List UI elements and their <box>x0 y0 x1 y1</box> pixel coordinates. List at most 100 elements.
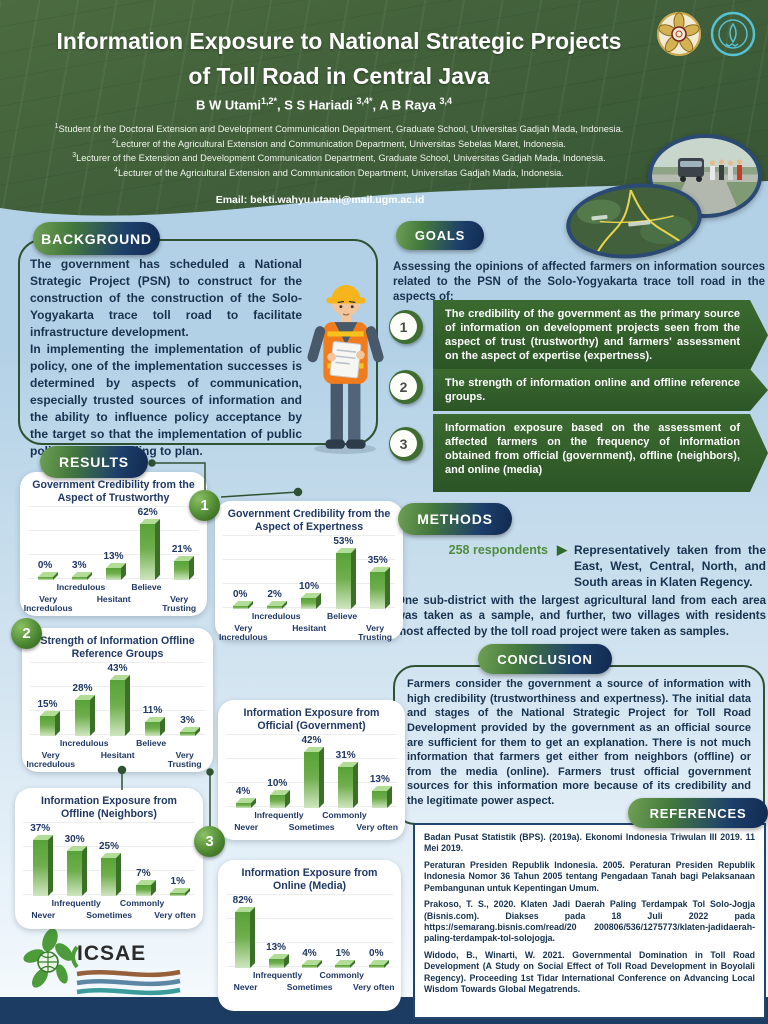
bar-value-label: 30% <box>64 834 85 846</box>
section-label-conclusion: CONCLUSION <box>478 644 612 674</box>
chart-title: Strength of Information Offline Referenc… <box>40 635 195 660</box>
goals-intro: Assessing the opinions of affected farme… <box>393 261 765 303</box>
category-labels: Never Infrequently Sometimes Commonly Very o… <box>222 970 397 1002</box>
bar-value-label: 25% <box>98 841 119 853</box>
category-label: Very often <box>154 910 196 921</box>
author-name: A B Raya <box>379 97 440 113</box>
bar-value-label: 10% <box>298 581 319 593</box>
bar <box>303 752 319 809</box>
category-label: Very Incredulous <box>26 750 76 770</box>
goal-number-1: 1 <box>389 310 423 344</box>
conclusion-text: Farmers consider the government a source… <box>393 665 765 825</box>
bar-value-label: 10% <box>267 778 288 790</box>
author-name: B W Utami <box>196 97 261 113</box>
bar <box>75 700 90 737</box>
category-label: Sometimes <box>288 822 335 833</box>
bar-value-label: 0% <box>369 948 384 960</box>
section-label-methods: METHODS <box>398 503 512 535</box>
background-paragraph-2: In implementing the implementation of pu… <box>30 342 302 459</box>
icsae-logo: ICSAE <box>20 926 195 1004</box>
category-label: Hesitant <box>96 594 131 605</box>
bar-value-label: 31% <box>335 750 356 762</box>
reference-item: Badan Pusat Statistik (BPS). (2019a). Ek… <box>424 832 755 854</box>
category-label: Sometimes <box>286 982 333 993</box>
category-label: Very Incredulous <box>218 623 268 643</box>
methods-paragraph: One sub-district with the largest agricu… <box>396 594 766 639</box>
category-label: Infrequently <box>254 810 304 821</box>
bar <box>32 840 48 897</box>
title-line-2: of Toll Road in Central Java <box>188 62 490 89</box>
result-badge-1: 1 <box>189 490 220 521</box>
poster-title: Information Exposure to National Strateg… <box>0 24 678 93</box>
bar <box>370 572 386 610</box>
bar <box>101 858 117 897</box>
chart-online-media: Information Exposure from Online (Media)… <box>218 860 401 1011</box>
bar <box>71 577 87 581</box>
bar-value-label: 13% <box>103 551 124 563</box>
category-label: Commonly <box>119 898 165 909</box>
bar-value-label: 42% <box>301 735 322 747</box>
chart-official-government: Information Exposure from Official (Gove… <box>218 700 405 840</box>
bar <box>170 893 186 897</box>
bar <box>40 716 55 737</box>
category-label: Very Trusting <box>162 594 197 614</box>
background-paragraph-1: The government has scheduled a National … <box>30 257 302 340</box>
methods-text: 258 respondents ▶ Representatively taken… <box>396 542 766 641</box>
bar <box>105 568 121 581</box>
category-label: Commonly <box>322 810 367 821</box>
bar <box>235 803 251 809</box>
bar <box>268 959 284 969</box>
bar-value-label: 13% <box>369 774 390 786</box>
bar-value-label: 43% <box>107 663 128 675</box>
bar <box>67 851 83 897</box>
icsae-logo-text: ICSAE <box>77 942 147 965</box>
author-sup: 3,4 <box>439 96 452 106</box>
category-label: Believe <box>327 611 358 622</box>
bar-value-label: 3% <box>180 715 195 727</box>
bar <box>174 561 190 581</box>
bar-value-label: 13% <box>266 942 287 954</box>
bar-value-label: 4% <box>302 948 317 960</box>
chart-plot-area: 0% 2% 10% 53% 35% <box>223 535 395 610</box>
affiliation-line: Lecturer of the Extension and Developmen… <box>76 153 606 164</box>
category-label: Believe <box>131 582 162 593</box>
reference-item: Widodo, B., Winarti, W. 2021. Government… <box>424 949 755 995</box>
author-sup: 1,2* <box>261 96 278 106</box>
bar-value-label: 82% <box>232 895 253 907</box>
uns-logo-icon <box>710 11 756 57</box>
bar <box>269 795 285 809</box>
bar <box>338 767 354 809</box>
affiliations: 1Student of the Doctoral Extension and D… <box>54 123 624 178</box>
category-label: Never <box>233 982 258 993</box>
goal-number-3: 3 <box>389 427 423 461</box>
reference-item: Peraturan Presiden Republik Indonesia. 2… <box>424 859 755 893</box>
bar-value-label: 11% <box>142 705 163 717</box>
bar <box>37 577 53 581</box>
bar-value-label: 53% <box>333 536 354 548</box>
chart-trustworthy: Government Credibility from the Aspect o… <box>20 472 207 616</box>
category-labels: Never Infrequently Sometimes Commonly Very o… <box>222 810 401 842</box>
category-label: Infrequently <box>51 898 101 909</box>
category-label: Commonly <box>319 970 364 981</box>
chart-plot-area: 0% 3% 13% 62% 21% <box>28 506 199 581</box>
bar <box>267 606 283 610</box>
chart-expertness: Government Credibility from the Aspect o… <box>215 501 403 643</box>
category-label: Incredulous <box>251 611 301 622</box>
chart-title: Information Exposure from Offline (Neigh… <box>41 795 177 820</box>
construction-worker-illustration <box>307 285 384 454</box>
chart-offline-reference-groups: Strength of Information Offline Referenc… <box>22 628 213 772</box>
section-label-goals: GOALS <box>396 221 484 250</box>
bar <box>368 965 384 969</box>
methods-taken-text: Representatively taken from the East, We… <box>574 543 766 590</box>
bar-value-label: 62% <box>137 507 158 519</box>
result-badge-3: 3 <box>194 826 225 857</box>
bar <box>335 965 351 969</box>
author-sup: 3,4* <box>356 96 373 106</box>
bar-value-label: 37% <box>30 823 51 835</box>
result-badge-2: 2 <box>11 618 42 649</box>
category-label: Hesitant <box>292 623 327 634</box>
category-label: Never <box>234 822 259 833</box>
bar <box>110 680 125 737</box>
chart-plot-area: 37% 30% 25% 7% 1% <box>23 822 195 897</box>
